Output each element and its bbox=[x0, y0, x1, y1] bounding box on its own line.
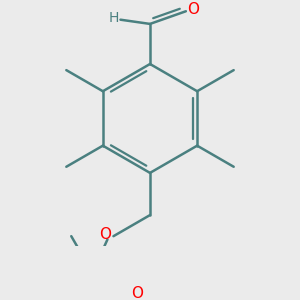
Text: H: H bbox=[109, 11, 119, 25]
Text: O: O bbox=[131, 286, 143, 300]
Text: O: O bbox=[99, 227, 111, 242]
Text: O: O bbox=[188, 2, 200, 17]
